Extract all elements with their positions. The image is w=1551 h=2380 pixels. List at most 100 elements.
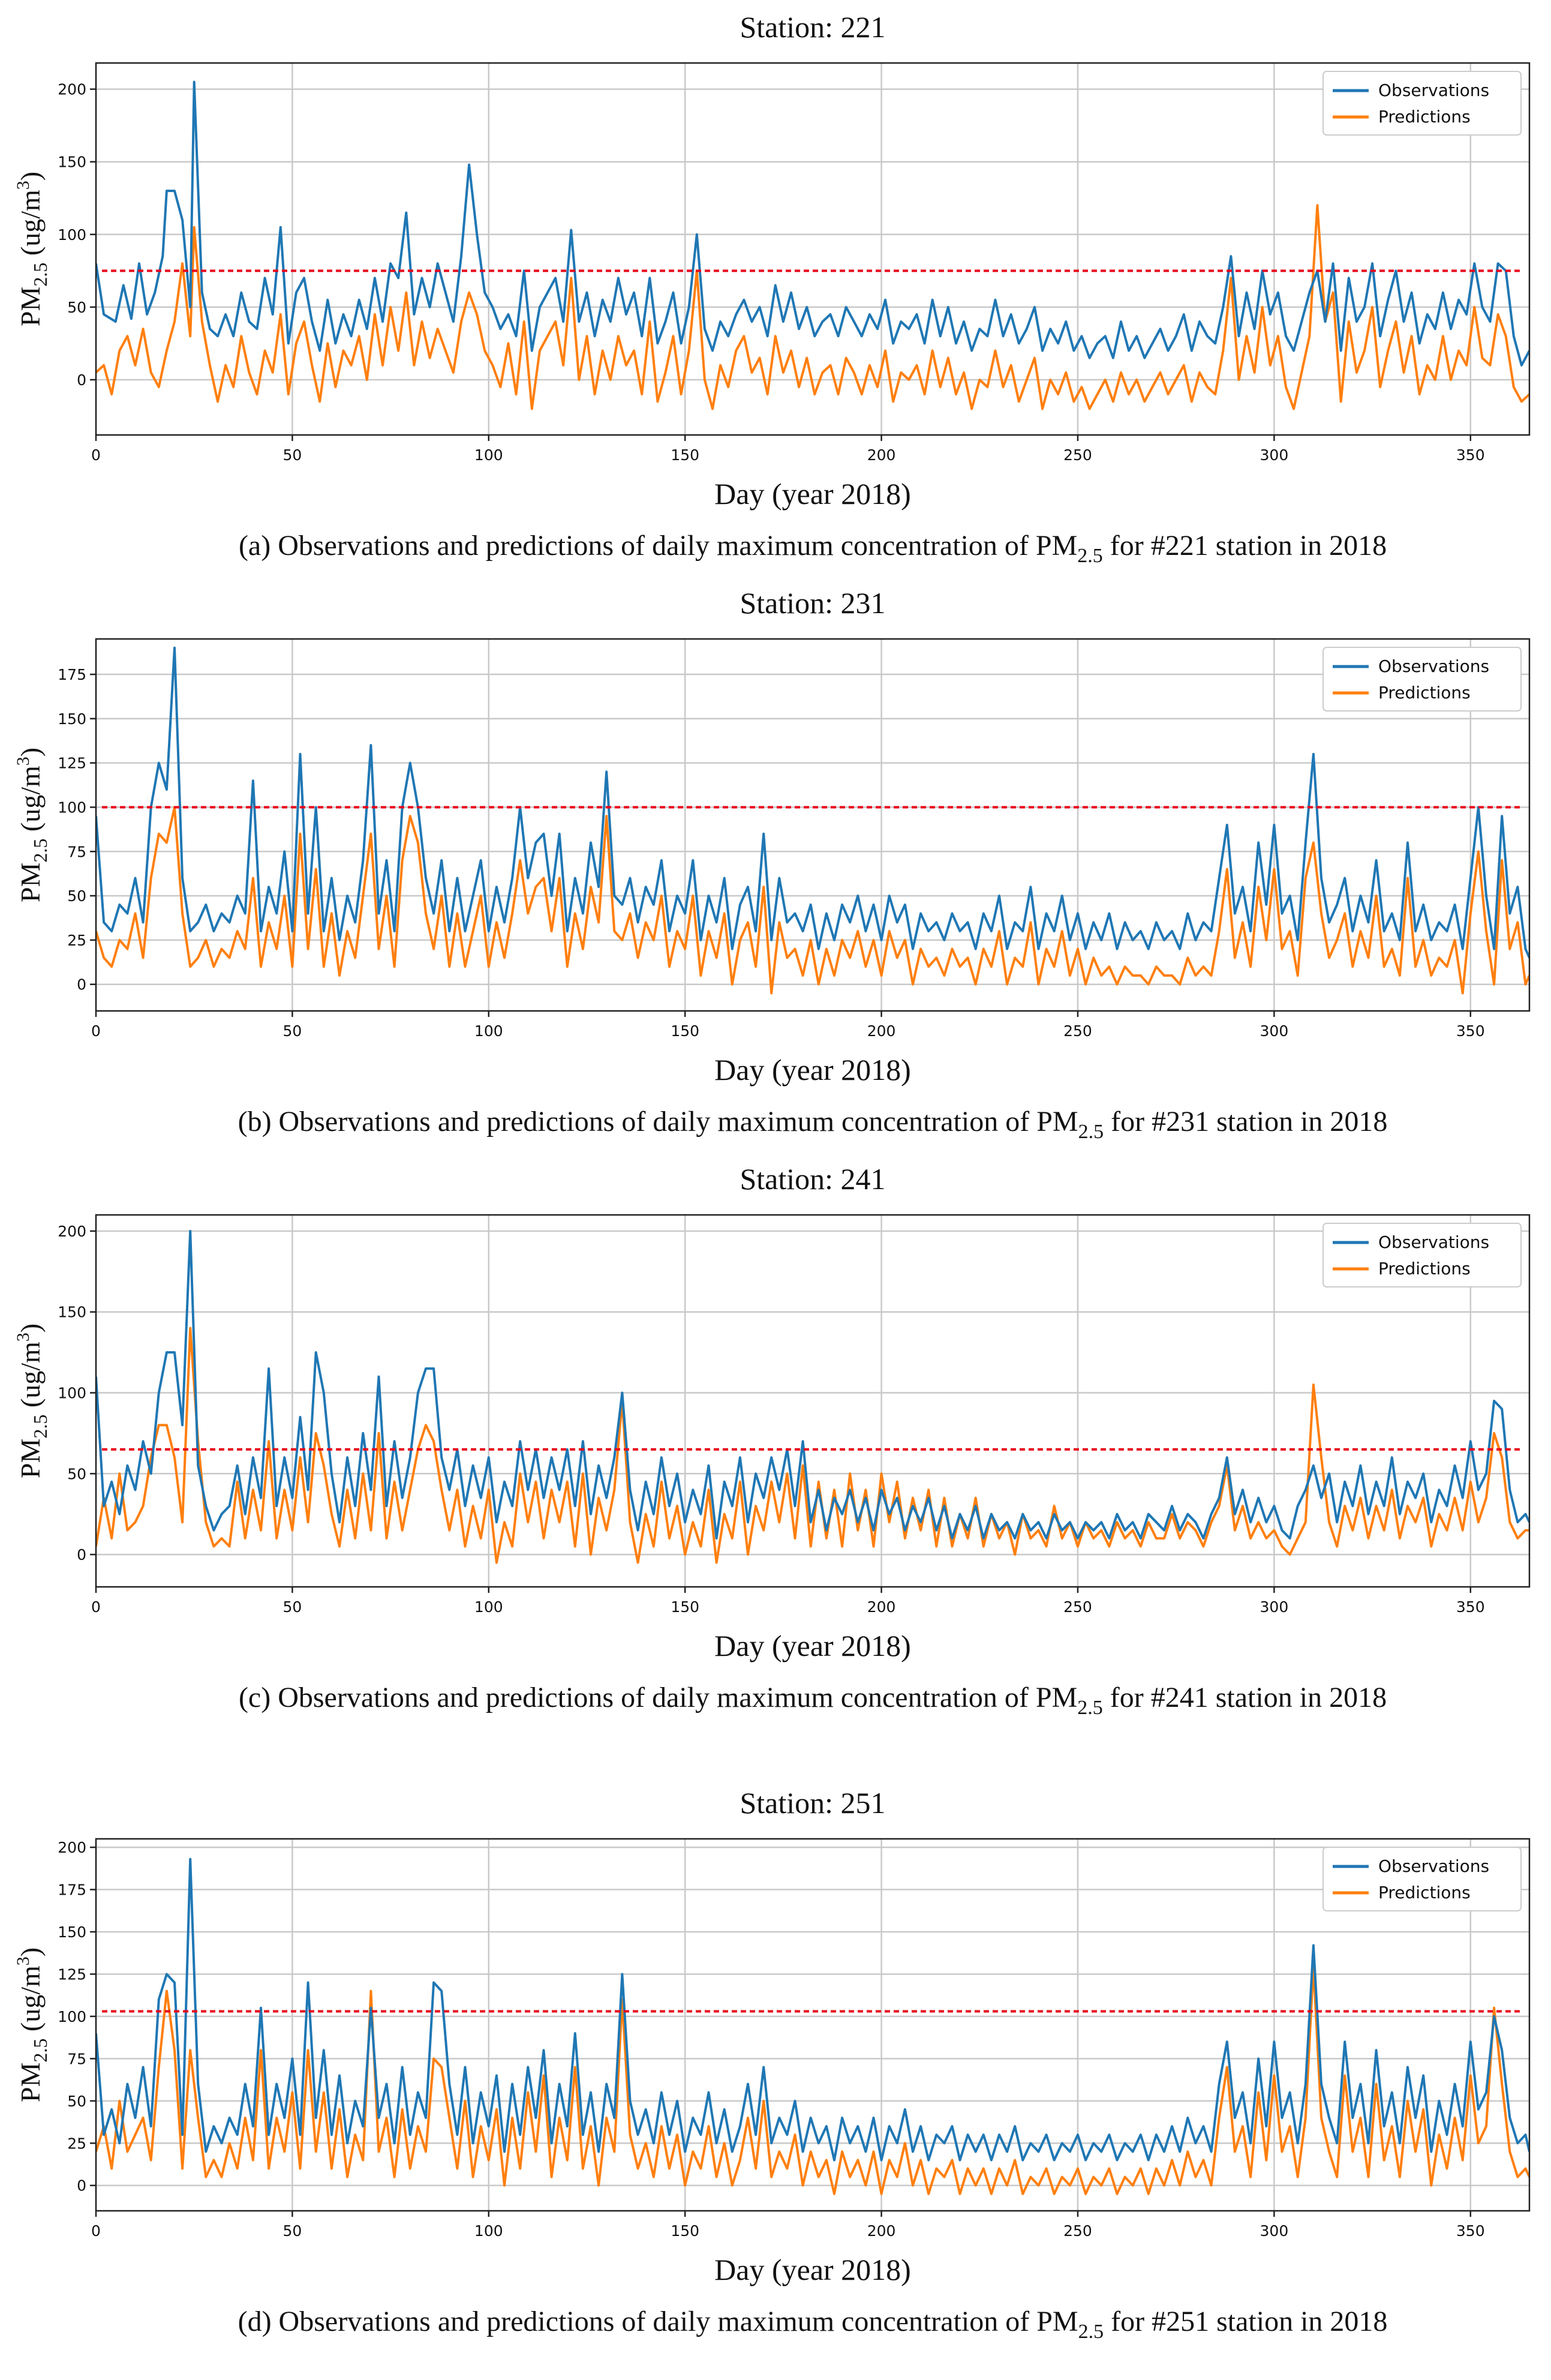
y-tick-label: 100 bbox=[58, 2008, 86, 2025]
legend: Observations Predictions bbox=[1322, 1847, 1522, 1911]
y-tick-label: 50 bbox=[67, 2093, 86, 2110]
x-axis-label: Day (year 2018) bbox=[714, 2253, 911, 2286]
y-axis-label: PM2.5 (ug/m3) bbox=[13, 748, 51, 902]
observations-line bbox=[96, 646, 1529, 959]
x-tick-label: 150 bbox=[671, 446, 699, 464]
legend-predictions-label: Predictions bbox=[1378, 107, 1471, 127]
x-axis-label: Day (year 2018) bbox=[714, 1629, 911, 1662]
x-axis-label: Day (year 2018) bbox=[714, 477, 911, 511]
legend-predictions-label: Predictions bbox=[1378, 683, 1471, 703]
caption-text-end: for #251 station in 2018 bbox=[1104, 2306, 1387, 2337]
y-axis-label-unit: (ug/m bbox=[15, 766, 46, 839]
y-axis-label-superscript: 3 bbox=[13, 1956, 33, 1965]
legend-observations-label: Observations bbox=[1378, 1856, 1489, 1876]
legend-box bbox=[1322, 1223, 1522, 1287]
x-tick-label: 0 bbox=[91, 1022, 101, 1040]
predictions-line bbox=[96, 1326, 1529, 1564]
legend: Observations Predictions bbox=[1322, 647, 1522, 712]
x-tick-label: 150 bbox=[671, 1022, 699, 1040]
legend-box bbox=[1322, 71, 1522, 136]
chart-title: Station: 241 bbox=[740, 1162, 885, 1196]
y-tick-label: 175 bbox=[58, 666, 86, 683]
y-tick-label: 175 bbox=[58, 1881, 86, 1899]
plot-frame bbox=[95, 1838, 1531, 2212]
y-axis-label-superscript: 3 bbox=[13, 181, 33, 190]
y-axis-label-main: PM bbox=[15, 2063, 46, 2102]
observations-line bbox=[96, 1857, 1529, 2162]
x-tick-label: 250 bbox=[1063, 1022, 1092, 1040]
x-tick-label: 50 bbox=[282, 1598, 302, 1616]
x-tick-label: 150 bbox=[671, 2222, 699, 2240]
chart-title: Station: 251 bbox=[740, 1786, 885, 1820]
x-tick-label: 350 bbox=[1456, 1598, 1485, 1616]
chart-title: Station: 221 bbox=[740, 10, 885, 44]
x-tick-label: 200 bbox=[867, 2222, 896, 2240]
y-tick-label: 0 bbox=[77, 1546, 86, 1563]
x-tick-label: 0 bbox=[91, 2222, 101, 2240]
y-axis-label: PM2.5 (ug/m3) bbox=[13, 1323, 51, 1478]
y-tick-label: 200 bbox=[58, 1839, 86, 1856]
x-tick-label: 150 bbox=[671, 1598, 699, 1616]
legend-box bbox=[1322, 1847, 1522, 1911]
panel-station-231: Station: 231 0 50 100 150 200 250 300 350 0 25 50 75… bbox=[13, 586, 1531, 1143]
x-tick-label: 350 bbox=[1456, 1022, 1485, 1040]
x-tick-label: 50 bbox=[282, 446, 302, 464]
y-axis-label-main: PM bbox=[15, 1439, 46, 1478]
x-tick-label: 350 bbox=[1456, 446, 1485, 464]
y-axis-label-superscript: 3 bbox=[13, 757, 33, 766]
y-tick-label: 200 bbox=[58, 1223, 86, 1240]
y-axis-label-unit: (ug/m bbox=[15, 1965, 46, 2039]
predictions-line bbox=[96, 1964, 1529, 2195]
y-axis-label-superscript: 3 bbox=[13, 1332, 33, 1341]
panel-station-241: Station: 241 0 50 100 150 200 250 300 350 0 50 100 1… bbox=[13, 1162, 1531, 1719]
figure-caption: (d) Observations and predictions of dail… bbox=[238, 2306, 1388, 2343]
caption-text: (c) Observations and predictions of dail… bbox=[239, 1682, 1077, 1713]
panel-station-251: Station: 251 0 50 100 150 200 250 300 350 0 25 50 75… bbox=[13, 1786, 1531, 2343]
x-tick-label: 100 bbox=[474, 2222, 503, 2240]
x-tick-label: 350 bbox=[1456, 2222, 1485, 2240]
y-tick-label: 150 bbox=[58, 154, 86, 171]
y-axis-label-close: ) bbox=[15, 1947, 46, 1956]
y-tick-label: 150 bbox=[58, 1304, 86, 1321]
y-tick-label: 50 bbox=[67, 887, 86, 905]
y-axis-label: PM2.5 (ug/m3) bbox=[13, 172, 51, 326]
x-tick-label: 0 bbox=[91, 446, 101, 464]
caption-text-end: for #241 station in 2018 bbox=[1103, 1682, 1387, 1713]
caption-text: (d) Observations and predictions of dail… bbox=[238, 2306, 1078, 2337]
x-tick-label: 50 bbox=[282, 1022, 302, 1040]
y-axis-label-close: ) bbox=[15, 172, 46, 181]
caption-text-end: for #231 station in 2018 bbox=[1104, 1106, 1387, 1138]
y-tick-label: 150 bbox=[58, 710, 86, 728]
y-axis-label-unit: (ug/m bbox=[15, 190, 46, 263]
x-tick-label: 250 bbox=[1063, 446, 1092, 464]
panel-station-221: Station: 221 0 50 100 150 200 250 300 350 0 50 100 1… bbox=[13, 10, 1531, 567]
caption-subscript: 2.5 bbox=[1077, 545, 1103, 567]
y-tick-label: 100 bbox=[58, 799, 86, 816]
y-axis-label-close: ) bbox=[15, 1323, 46, 1332]
x-tick-label: 0 bbox=[91, 1598, 101, 1616]
legend-observations-label: Observations bbox=[1378, 656, 1489, 676]
chart-title: Station: 231 bbox=[740, 586, 885, 620]
y-tick-label: 125 bbox=[58, 1965, 86, 1983]
figure-caption: (a) Observations and predictions of dail… bbox=[239, 530, 1387, 567]
x-tick-label: 250 bbox=[1063, 2222, 1092, 2240]
plot-frame bbox=[95, 1214, 1531, 1588]
y-tick-label: 100 bbox=[58, 1385, 86, 1402]
predictions-line bbox=[96, 806, 1529, 995]
y-axis-label-subscript: 2.5 bbox=[29, 1415, 51, 1439]
y-tick-label: 125 bbox=[58, 755, 86, 772]
y-tick-label: 0 bbox=[77, 976, 86, 994]
y-axis-label-main: PM bbox=[15, 863, 46, 902]
caption-text: (a) Observations and predictions of dail… bbox=[239, 530, 1077, 562]
y-axis-label-subscript: 2.5 bbox=[29, 263, 51, 287]
y-tick-label: 75 bbox=[67, 2050, 86, 2067]
figure-caption: (c) Observations and predictions of dail… bbox=[239, 1682, 1387, 1719]
caption-subscript: 2.5 bbox=[1077, 1697, 1103, 1719]
y-tick-label: 50 bbox=[67, 299, 86, 316]
caption-subscript: 2.5 bbox=[1078, 1121, 1104, 1143]
legend-observations-label: Observations bbox=[1378, 80, 1489, 100]
caption-subscript: 2.5 bbox=[1078, 2321, 1104, 2343]
x-tick-label: 100 bbox=[474, 1022, 503, 1040]
y-axis-label-unit: (ug/m bbox=[15, 1341, 46, 1415]
x-tick-label: 300 bbox=[1260, 2222, 1289, 2240]
